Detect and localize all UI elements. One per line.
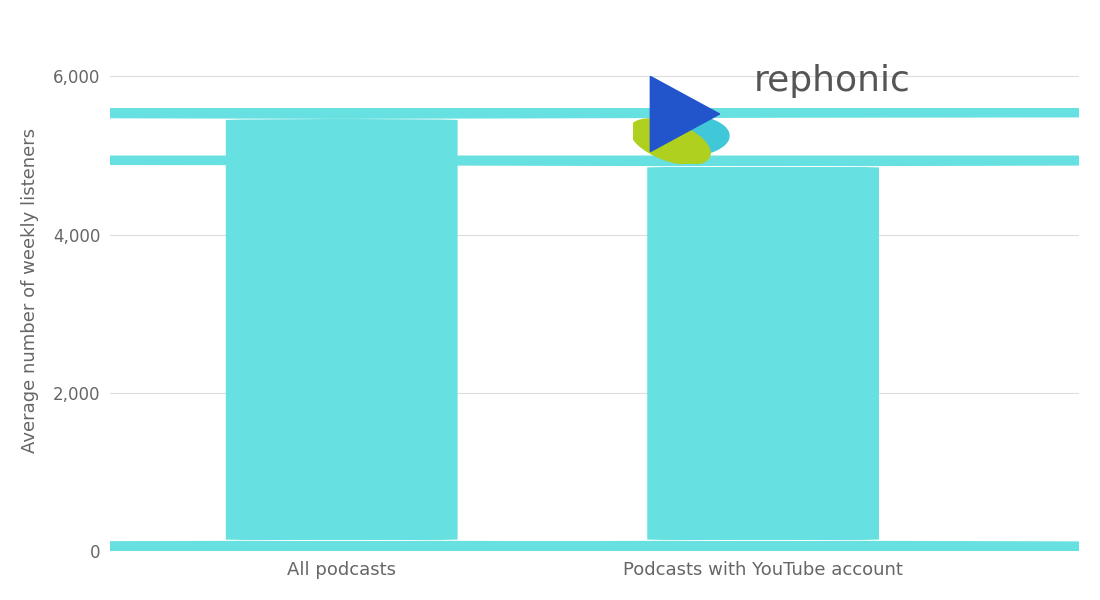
FancyBboxPatch shape — [0, 155, 1100, 551]
Y-axis label: Average number of weekly listeners: Average number of weekly listeners — [21, 128, 38, 453]
Text: rephonic: rephonic — [754, 64, 911, 98]
Ellipse shape — [635, 115, 729, 157]
FancyBboxPatch shape — [0, 108, 1100, 551]
Polygon shape — [650, 76, 719, 152]
Ellipse shape — [630, 119, 711, 164]
